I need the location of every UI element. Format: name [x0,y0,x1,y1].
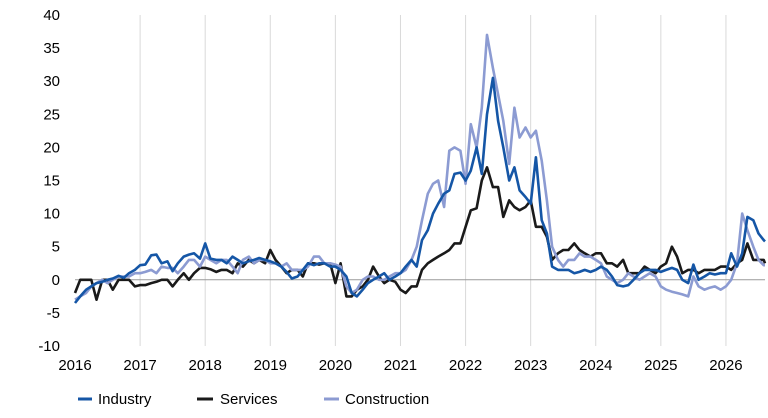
y-tick-label: -10 [38,338,60,355]
legend-label-industry: Industry [98,391,152,408]
x-tick-label: 2020 [319,357,352,374]
y-tick-label: 35 [43,40,60,57]
y-tick-label: 0 [52,272,60,289]
y-tick-label: -5 [47,305,60,322]
x-tick-label: 2018 [189,357,222,374]
series-line-services [73,166,767,302]
x-axis-tick-labels: 2016 2017 2018 2019 2020 2021 2022 2023 2024 2025… [58,357,742,374]
legend-label-services: Services [220,391,278,408]
series-line-construction [74,33,766,301]
grid-lines [139,15,727,346]
x-tick-label: 2019 [254,357,287,374]
y-tick-label: 20 [43,139,60,156]
legend-item-services: Services [197,391,278,408]
legend-item-construction: Construction [324,391,429,408]
x-tick-label: 2017 [123,357,156,374]
legend-label-construction: Construction [345,391,429,408]
y-tick-label: 15 [43,173,60,190]
legend-item-industry: Industry [78,391,152,408]
legend: Industry Services Construction [78,391,429,408]
x-tick-label: 2016 [58,357,91,374]
series-line-industry [73,76,766,304]
y-tick-label: 40 [43,7,60,24]
x-tick-label: 2025 [644,357,677,374]
y-tick-label: 25 [43,106,60,123]
x-tick-label: 2022 [449,357,482,374]
y-tick-label: 10 [43,206,60,223]
y-axis-tick-labels: -10 -5 0 5 10 15 20 25 30 35 40 [38,7,60,355]
y-tick-label: 30 [43,73,60,90]
x-tick-label: 2021 [384,357,417,374]
x-tick-label: 2023 [514,357,547,374]
series-lines [73,33,767,304]
x-tick-label: 2024 [579,357,612,374]
y-tick-label: 5 [52,239,60,256]
x-tick-label: 2026 [709,357,742,374]
